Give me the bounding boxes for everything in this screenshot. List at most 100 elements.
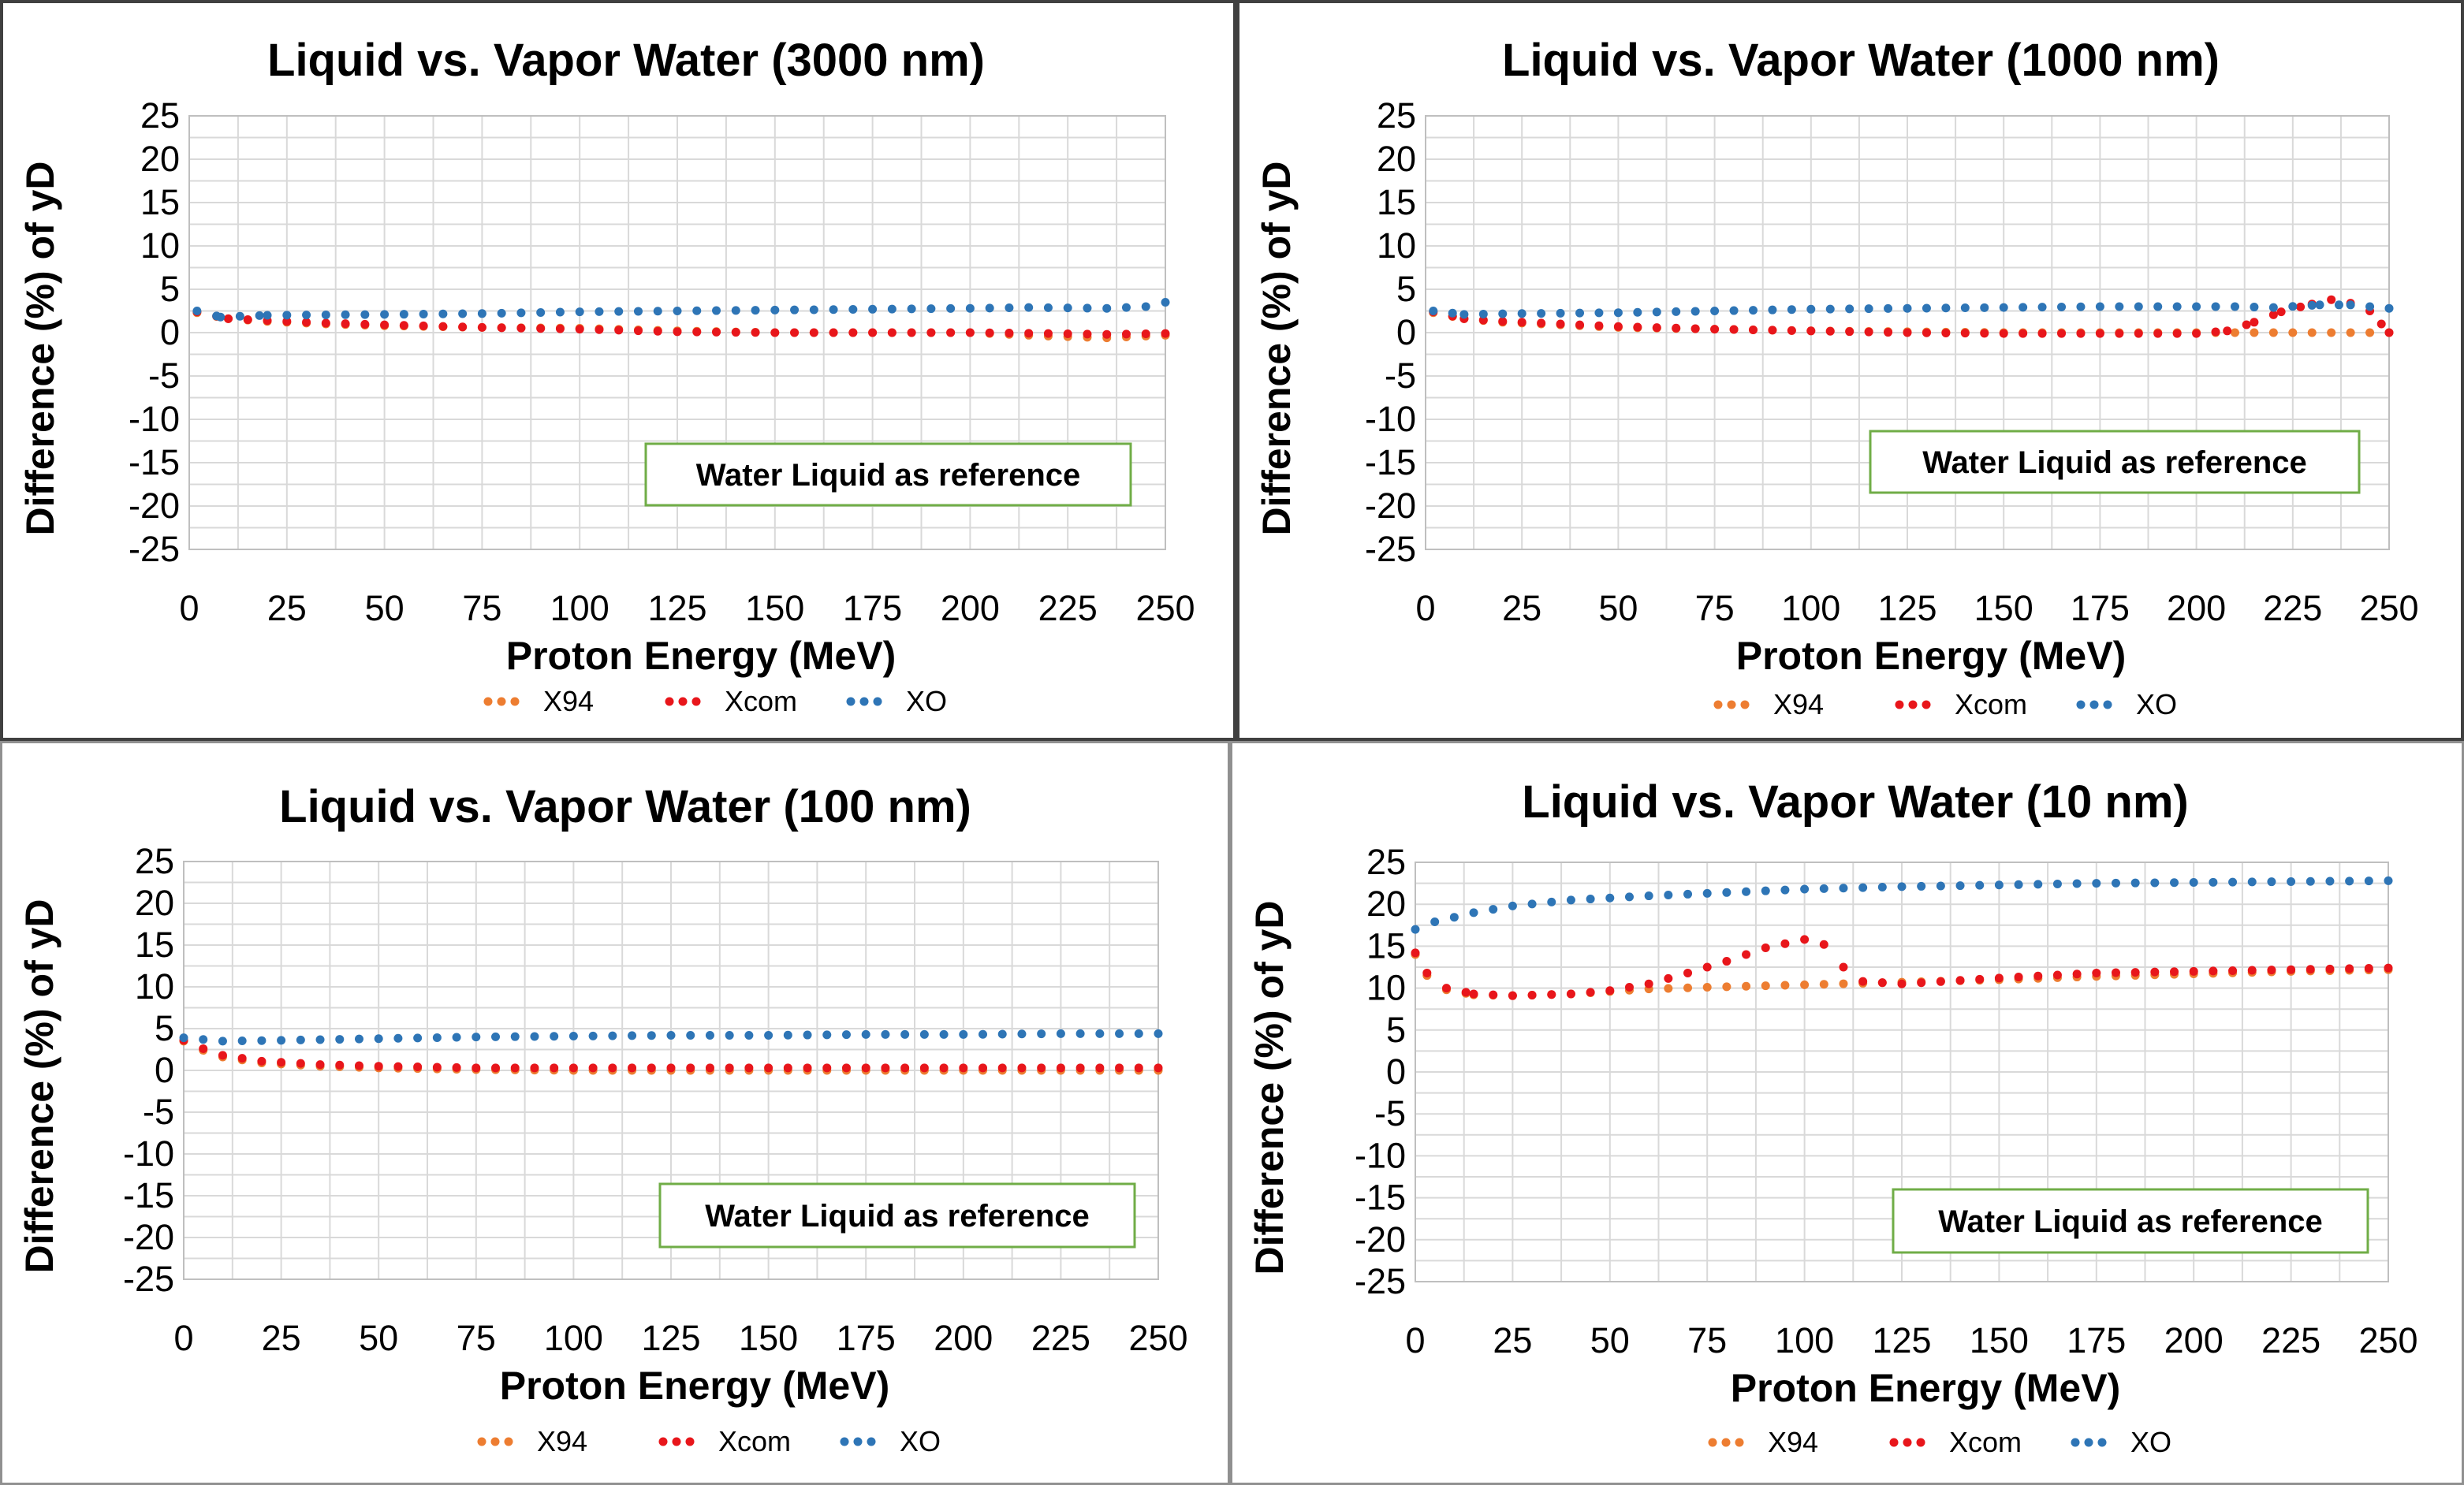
data-point — [1527, 899, 1537, 909]
data-point — [218, 1051, 227, 1060]
data-point — [965, 328, 975, 337]
y-tick-label: 0 — [155, 1050, 174, 1090]
data-point — [491, 1063, 501, 1073]
data-point — [2209, 966, 2218, 976]
chart-panel-10nm: Liquid vs. Vapor Water (10 nm) 25 20 15 10 5 0… — [1230, 741, 2464, 1485]
x-tick-label: 75 — [462, 588, 501, 628]
legend-label: XO — [906, 685, 947, 717]
x-tick-label: 225 — [2263, 588, 2322, 628]
data-point — [588, 1063, 598, 1073]
data-point — [1664, 984, 1673, 993]
legend-marker — [853, 1437, 863, 1446]
data-point — [1761, 943, 1770, 953]
chart-title: Liquid vs. Vapor Water (3000 nm) — [267, 35, 985, 86]
data-point — [2111, 878, 2120, 888]
data-point — [868, 328, 878, 337]
data-point — [1722, 982, 1732, 992]
data-point — [257, 1036, 267, 1045]
data-point — [438, 322, 448, 331]
data-point — [608, 1031, 617, 1040]
data-point — [666, 1030, 676, 1040]
y-tick-label: 20 — [1377, 139, 1416, 179]
data-point — [2287, 965, 2296, 974]
data-point — [399, 321, 408, 330]
data-point — [673, 307, 682, 315]
data-point — [751, 306, 760, 315]
data-point — [1825, 326, 1835, 336]
data-point — [1980, 329, 1989, 338]
data-point — [887, 304, 897, 314]
legend-marker — [2103, 700, 2112, 709]
data-point — [315, 1060, 325, 1070]
data-point — [575, 307, 584, 317]
data-point — [2247, 966, 2257, 975]
data-point — [1884, 303, 1893, 313]
data-point — [2019, 329, 2028, 338]
data-point — [1102, 303, 1112, 313]
data-point — [647, 1063, 656, 1073]
data-point — [1877, 882, 1887, 891]
data-point — [555, 307, 565, 317]
data-point — [2076, 329, 2086, 338]
y-tick-label: 0 — [1396, 312, 1416, 352]
data-point — [1489, 905, 1498, 914]
data-point — [2211, 327, 2220, 337]
legend-marker — [867, 1437, 876, 1446]
data-point — [2037, 329, 2047, 338]
data-point — [2189, 878, 2198, 888]
legend-marker — [2084, 1438, 2093, 1447]
data-point — [2365, 328, 2375, 337]
data-point — [1702, 983, 1712, 992]
data-point — [568, 1063, 578, 1073]
x-axis-label: Proton Energy (MeV) — [1736, 634, 2126, 678]
legend-marker — [678, 697, 688, 706]
data-point — [764, 1063, 773, 1073]
data-point — [1017, 1063, 1027, 1073]
data-point — [179, 1033, 188, 1043]
data-point — [1936, 977, 1945, 986]
data-point — [315, 1035, 325, 1044]
data-point — [1884, 328, 1893, 337]
data-point — [959, 1029, 968, 1039]
data-point — [1134, 1063, 1143, 1073]
x-tick-label: 125 — [641, 1318, 700, 1358]
data-point — [1761, 886, 1770, 895]
data-point — [2134, 302, 2143, 311]
x-tick-label: 225 — [1031, 1318, 1090, 1358]
legend-marker — [1735, 1438, 1744, 1447]
data-point — [393, 1033, 403, 1043]
data-point — [1624, 983, 1634, 992]
x-tick-label: 125 — [1872, 1320, 1931, 1360]
y-tick-label: 10 — [140, 225, 180, 266]
data-point — [1729, 306, 1739, 315]
data-point — [1999, 329, 2008, 338]
data-point — [1556, 319, 1565, 329]
data-point — [1917, 881, 1926, 891]
data-point — [1537, 309, 1546, 318]
data-point — [1975, 974, 1985, 984]
data-point — [2209, 877, 2218, 887]
data-point — [946, 303, 956, 313]
y-tick-label: -15 — [123, 1175, 174, 1215]
data-point — [1161, 329, 1170, 338]
series-xo — [1411, 876, 2393, 934]
data-point — [2307, 328, 2317, 337]
legend: X94 Xcom XO — [1708, 1426, 2171, 1458]
series-xo — [192, 298, 1170, 322]
data-point — [1742, 981, 1751, 991]
data-point — [1517, 309, 1526, 318]
data-point — [979, 1029, 988, 1039]
data-point — [790, 305, 800, 314]
data-point — [2170, 878, 2179, 888]
chart-panel-3000nm: Liquid vs. Vapor Water (3000 nm) 25 20 15 10… — [0, 0, 1236, 741]
data-point — [1839, 962, 1848, 972]
data-point — [1710, 325, 1720, 334]
x-tick-label: 25 — [1493, 1320, 1532, 1360]
data-point — [647, 1031, 656, 1040]
x-tick-label: 175 — [2067, 1320, 2126, 1360]
data-point — [939, 1063, 949, 1073]
data-point — [1605, 893, 1615, 903]
legend-label: XO — [2136, 688, 2177, 720]
data-point — [510, 1032, 520, 1041]
y-tick-label: 15 — [135, 925, 174, 965]
